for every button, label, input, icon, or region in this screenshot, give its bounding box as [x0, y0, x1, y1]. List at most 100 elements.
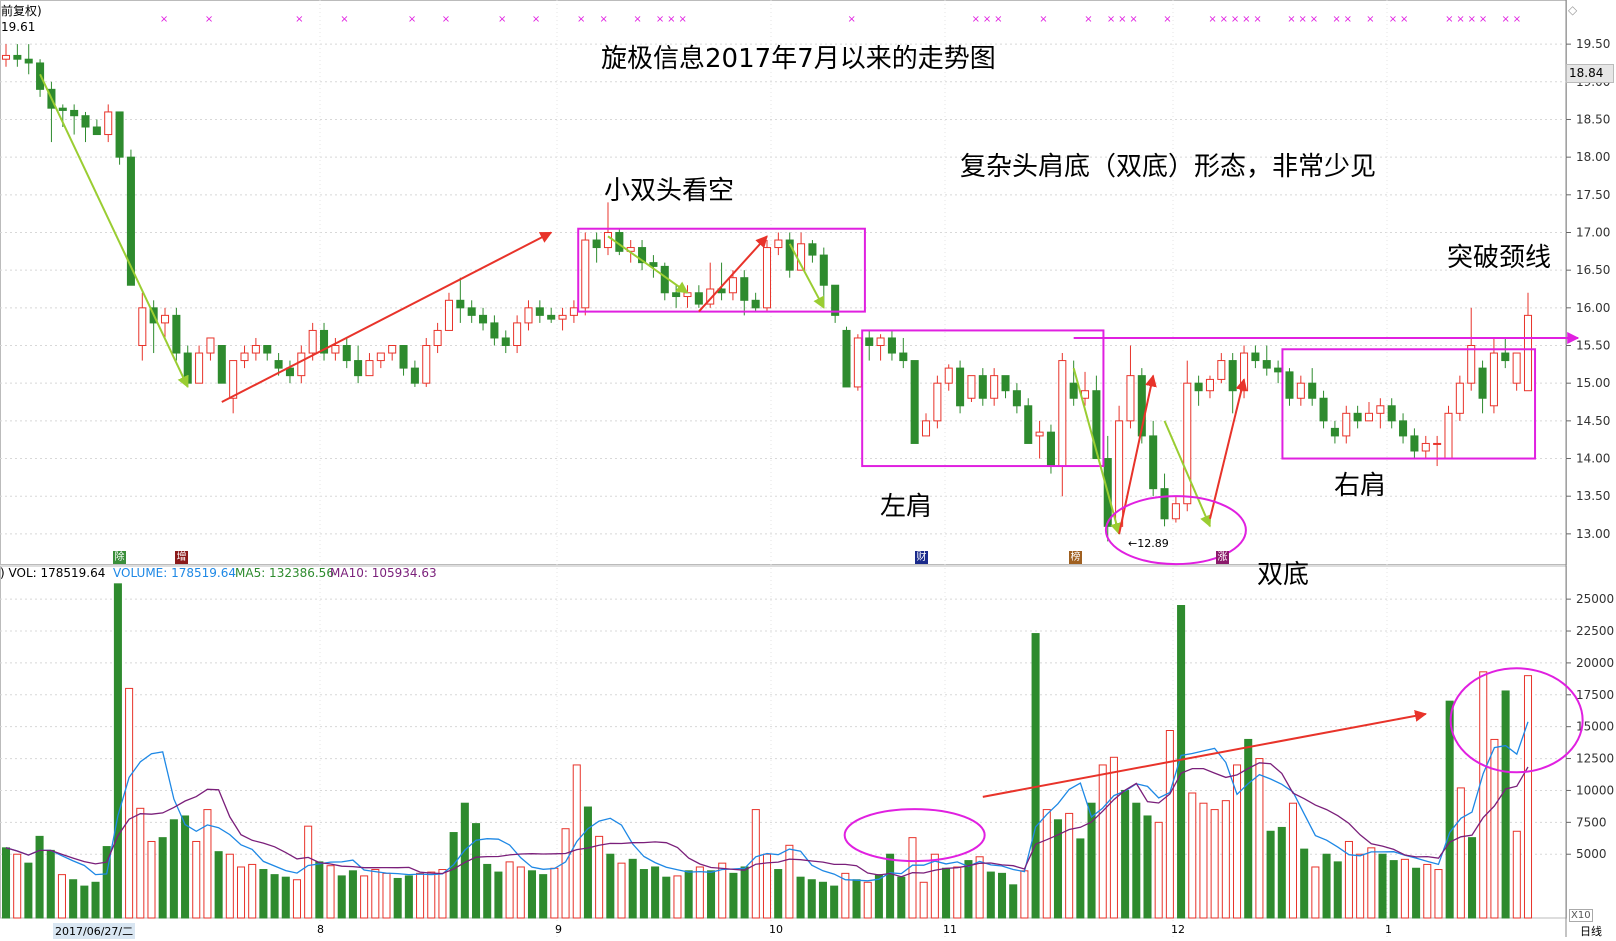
top-marker: ×: [1084, 14, 1092, 25]
candle-body: [433, 329, 442, 347]
volume-bar: [1277, 826, 1286, 919]
volume-bar: [651, 866, 660, 919]
volume-bar: [1434, 869, 1443, 919]
candle-body: [1501, 352, 1510, 362]
volume-bar: [371, 869, 380, 919]
top-marker: ×: [972, 14, 980, 25]
volume-bar: [583, 806, 592, 919]
volume-bar: [561, 828, 570, 919]
event-tag-financial[interactable]: 财: [915, 551, 928, 564]
volume-tick-label: 20000: [1576, 656, 1614, 670]
volume-bar: [494, 871, 503, 919]
candle-body: [819, 254, 828, 286]
event-tag-ranking[interactable]: 榜: [1069, 551, 1082, 564]
volume-bar: [942, 867, 951, 919]
top-marker: ×: [1231, 14, 1239, 25]
volume-bar: [158, 837, 167, 919]
volume-bar: [1210, 809, 1219, 919]
volume-bars[interactable]: [1, 583, 1533, 919]
candle-body: [649, 262, 658, 267]
bottom-down-arrow-2: [1163, 420, 1212, 528]
candle-body: [1296, 382, 1305, 399]
event-tag-ex-dividend[interactable]: 除: [113, 551, 126, 564]
candle-body: [1399, 420, 1408, 437]
ma10-value: MA10: 105934.63: [330, 566, 437, 580]
bottom-up-arrow-1: [1118, 374, 1157, 535]
ma10-line: [5, 762, 1529, 878]
current-price-tag: 18.84: [1566, 64, 1614, 83]
volume-bar: [1065, 812, 1074, 919]
candle-body: [410, 367, 419, 384]
candle-body: [183, 352, 192, 384]
volume-bar: [762, 853, 772, 919]
double-bottom-label: 双底: [1257, 560, 1310, 590]
volume-bar: [617, 862, 626, 919]
candle-body: [990, 375, 999, 399]
candle-body: [342, 345, 351, 362]
left-shoulder-label: 左肩: [880, 492, 933, 522]
volume-bar: [919, 881, 928, 919]
volume-bar: [662, 876, 671, 919]
candle-body: [13, 54, 22, 60]
period-label[interactable]: 日线: [1580, 925, 1602, 938]
volume-bar: [1031, 633, 1040, 919]
diamond-icon[interactable]: ◇: [1568, 3, 1578, 17]
top-marker: ×: [667, 14, 675, 25]
candle-body: [740, 277, 749, 301]
breakout-annotation: 突破颈线: [1447, 243, 1552, 273]
top-marker: ×: [205, 14, 213, 25]
top-marker: ×: [678, 14, 686, 25]
volume-bar: [886, 853, 895, 919]
volume-value: VOLUME: 178519.64: [113, 566, 236, 580]
moving-average-lines: [5, 721, 1529, 882]
volume-bar: [1468, 837, 1477, 919]
event-tag-limit-up[interactable]: 涨: [1216, 551, 1229, 564]
volume-bar: [1300, 848, 1309, 919]
candle-body: [1240, 352, 1249, 392]
candle-body: [1421, 442, 1430, 452]
candle-body: [354, 360, 363, 377]
candle-body: [1251, 352, 1260, 362]
event-tag-share-increase[interactable]: 增: [175, 551, 188, 564]
volume-bar: [1322, 853, 1331, 919]
top-marker: ×: [1456, 14, 1464, 25]
top-marker: ×: [1107, 14, 1115, 25]
volume-bar: [169, 819, 178, 919]
candle-body: [1160, 488, 1169, 520]
candle-body: [592, 239, 601, 249]
price-panel-frame: [0, 0, 1567, 565]
bottom-down-arrow-1: [1072, 367, 1123, 536]
top-price: 19.61: [1, 20, 36, 34]
volume-bar: [830, 885, 839, 919]
bottom-up-arrow-2: [1208, 378, 1248, 520]
candles[interactable]: [1, 44, 1533, 542]
candle-body: [1353, 412, 1362, 422]
volume-bar: [248, 863, 257, 919]
candle-body: [217, 345, 226, 384]
volume-bar: [69, 879, 78, 919]
volume-bar: [483, 863, 492, 919]
volume-bar: [1412, 867, 1421, 919]
candle-body: [581, 239, 590, 309]
candle-body: [308, 329, 317, 354]
volume-bar: [863, 881, 872, 919]
candle-body: [444, 299, 453, 331]
candle-body: [490, 322, 499, 339]
candle-body: [1035, 431, 1044, 437]
volume-bar: [13, 853, 22, 919]
volume-bar: [1042, 809, 1051, 919]
price-tick-label: 14.50: [1576, 414, 1610, 428]
volume-bar: [1490, 738, 1499, 919]
candle-body: [1046, 431, 1055, 467]
volume-bar: [1512, 830, 1521, 919]
double-top-down-arrow-1: [607, 235, 689, 294]
ma5-value: MA5: 132386.56: [235, 566, 334, 580]
volume-bar: [1076, 838, 1085, 919]
candle-body: [967, 375, 976, 399]
candle-body: [1092, 390, 1101, 460]
price-tick-label: 13.00: [1576, 527, 1610, 541]
price-tick-label: 18.00: [1576, 150, 1610, 164]
volume-bar: [292, 879, 301, 919]
